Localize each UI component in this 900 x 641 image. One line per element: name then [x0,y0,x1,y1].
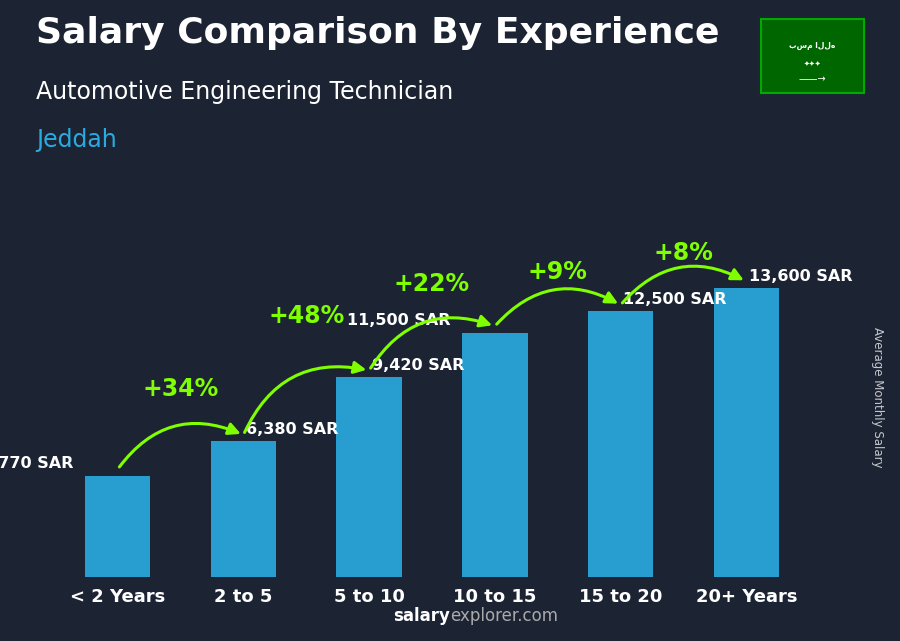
Text: Salary Comparison By Experience: Salary Comparison By Experience [36,16,719,50]
Text: +48%: +48% [268,304,345,328]
Text: Automotive Engineering Technician: Automotive Engineering Technician [36,80,454,104]
Text: +34%: +34% [142,377,219,401]
Text: 12,500 SAR: 12,500 SAR [623,292,726,307]
Text: salary: salary [393,607,450,625]
Bar [588,312,653,577]
Text: ✦✦✦: ✦✦✦ [804,60,821,67]
Text: 11,500 SAR: 11,500 SAR [347,313,451,328]
Bar [714,288,779,577]
Bar [463,333,527,577]
Bar [85,476,150,577]
Text: ——→: ——→ [798,74,826,85]
Text: 9,420 SAR: 9,420 SAR [372,358,464,372]
Text: Average Monthly Salary: Average Monthly Salary [871,327,884,468]
Text: بسم الله: بسم الله [789,40,835,49]
Text: 13,600 SAR: 13,600 SAR [749,269,852,284]
Text: Jeddah: Jeddah [36,128,117,152]
Text: +9%: +9% [527,260,588,284]
Text: +8%: +8% [653,240,714,265]
Text: +22%: +22% [394,272,470,297]
Text: 6,380 SAR: 6,380 SAR [246,422,338,437]
Text: explorer.com: explorer.com [450,607,558,625]
Bar [211,442,276,577]
Text: 4,770 SAR: 4,770 SAR [0,456,74,471]
Bar [337,377,401,577]
